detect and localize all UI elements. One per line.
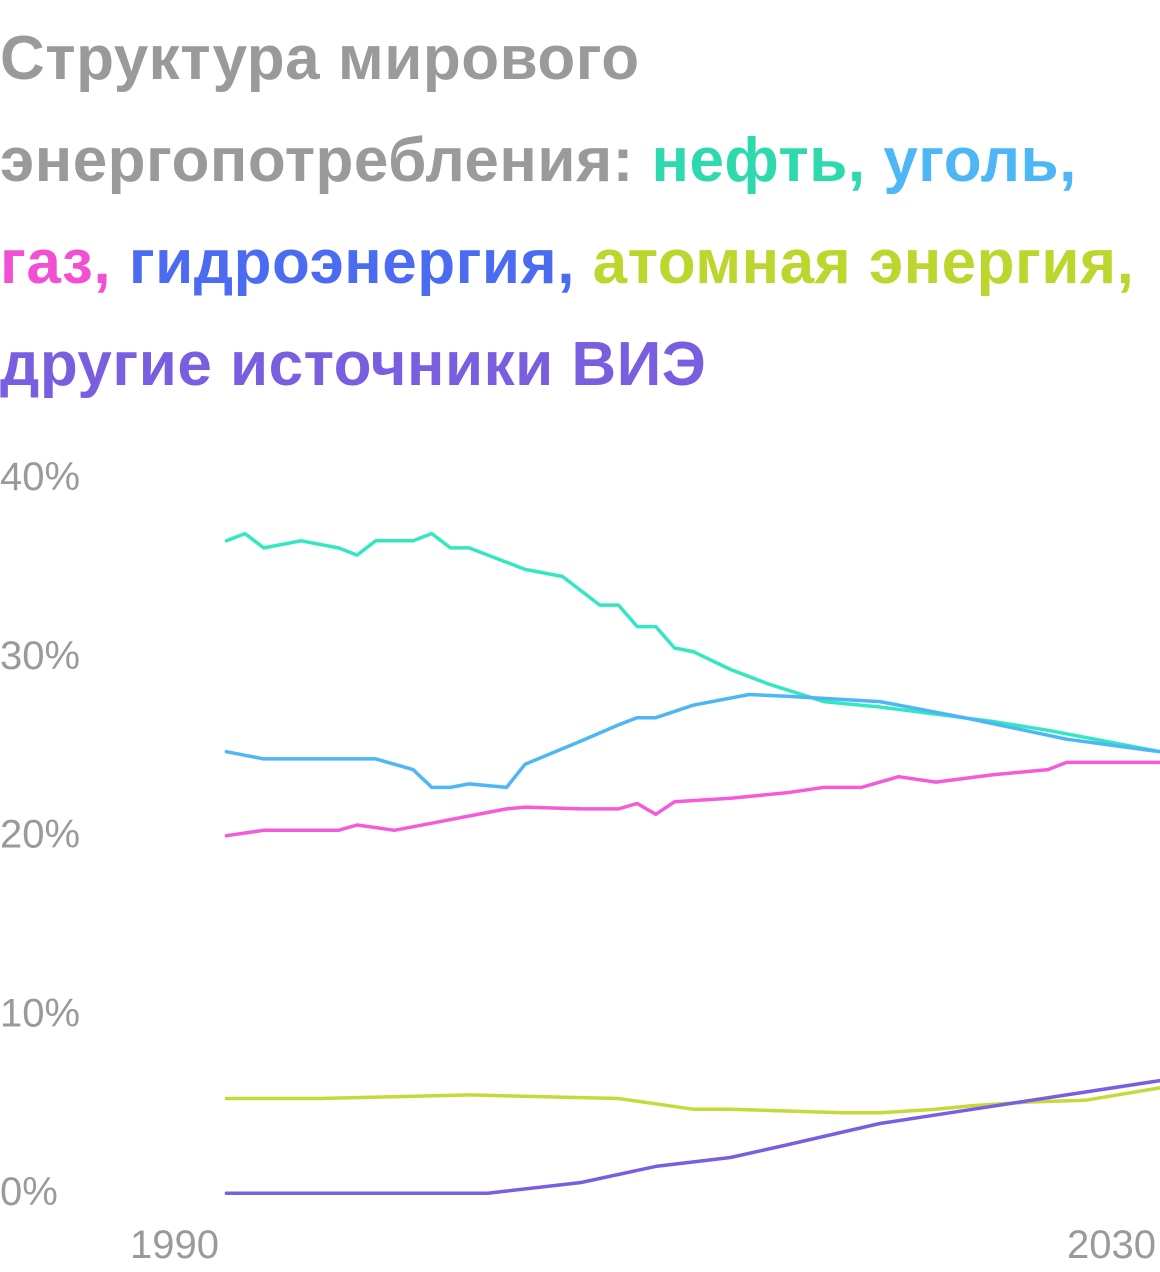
series-line-gas — [224, 760, 1160, 838]
title-part-4: , — [1059, 126, 1077, 195]
y-tick-label-10: 10% — [0, 991, 80, 1035]
chart-title: Структура мирового энергопотребления: не… — [0, 8, 1160, 416]
title-part-0: Структура мирового энергопотребления: — [0, 24, 652, 195]
title-part-3: уголь — [883, 126, 1060, 195]
series-line-oil — [224, 531, 1160, 754]
title-part-10: , — [1116, 228, 1135, 297]
x-tick-label-start: 1990 — [130, 1223, 219, 1267]
y-tick-label-20: 20% — [0, 813, 80, 857]
title-part-7: гидроэнергия — [128, 228, 558, 297]
series-line-renewables — [224, 1078, 1160, 1195]
y-tick-label-40: 40% — [0, 455, 80, 499]
title-part-6: , — [93, 228, 129, 297]
title-part-2: , — [847, 126, 884, 195]
title-part-9: атомная энергия — [592, 228, 1117, 297]
title-part-8: , — [557, 228, 593, 297]
title-part-1: нефть — [651, 126, 848, 195]
x-axis: 1990 2030 — [130, 1223, 1156, 1267]
title-part-11: другие источники ВИЭ — [0, 330, 707, 399]
x-tick-label-end: 2030 — [1067, 1223, 1156, 1267]
y-axis: 40% 30% 20% 10% 0% — [0, 455, 80, 1214]
series-line-coal — [224, 692, 1160, 790]
y-tick-label-30: 30% — [0, 634, 80, 678]
y-tick-label-0: 0% — [0, 1170, 58, 1214]
series-layer — [224, 531, 1160, 1195]
title-part-5: газ — [0, 228, 94, 297]
